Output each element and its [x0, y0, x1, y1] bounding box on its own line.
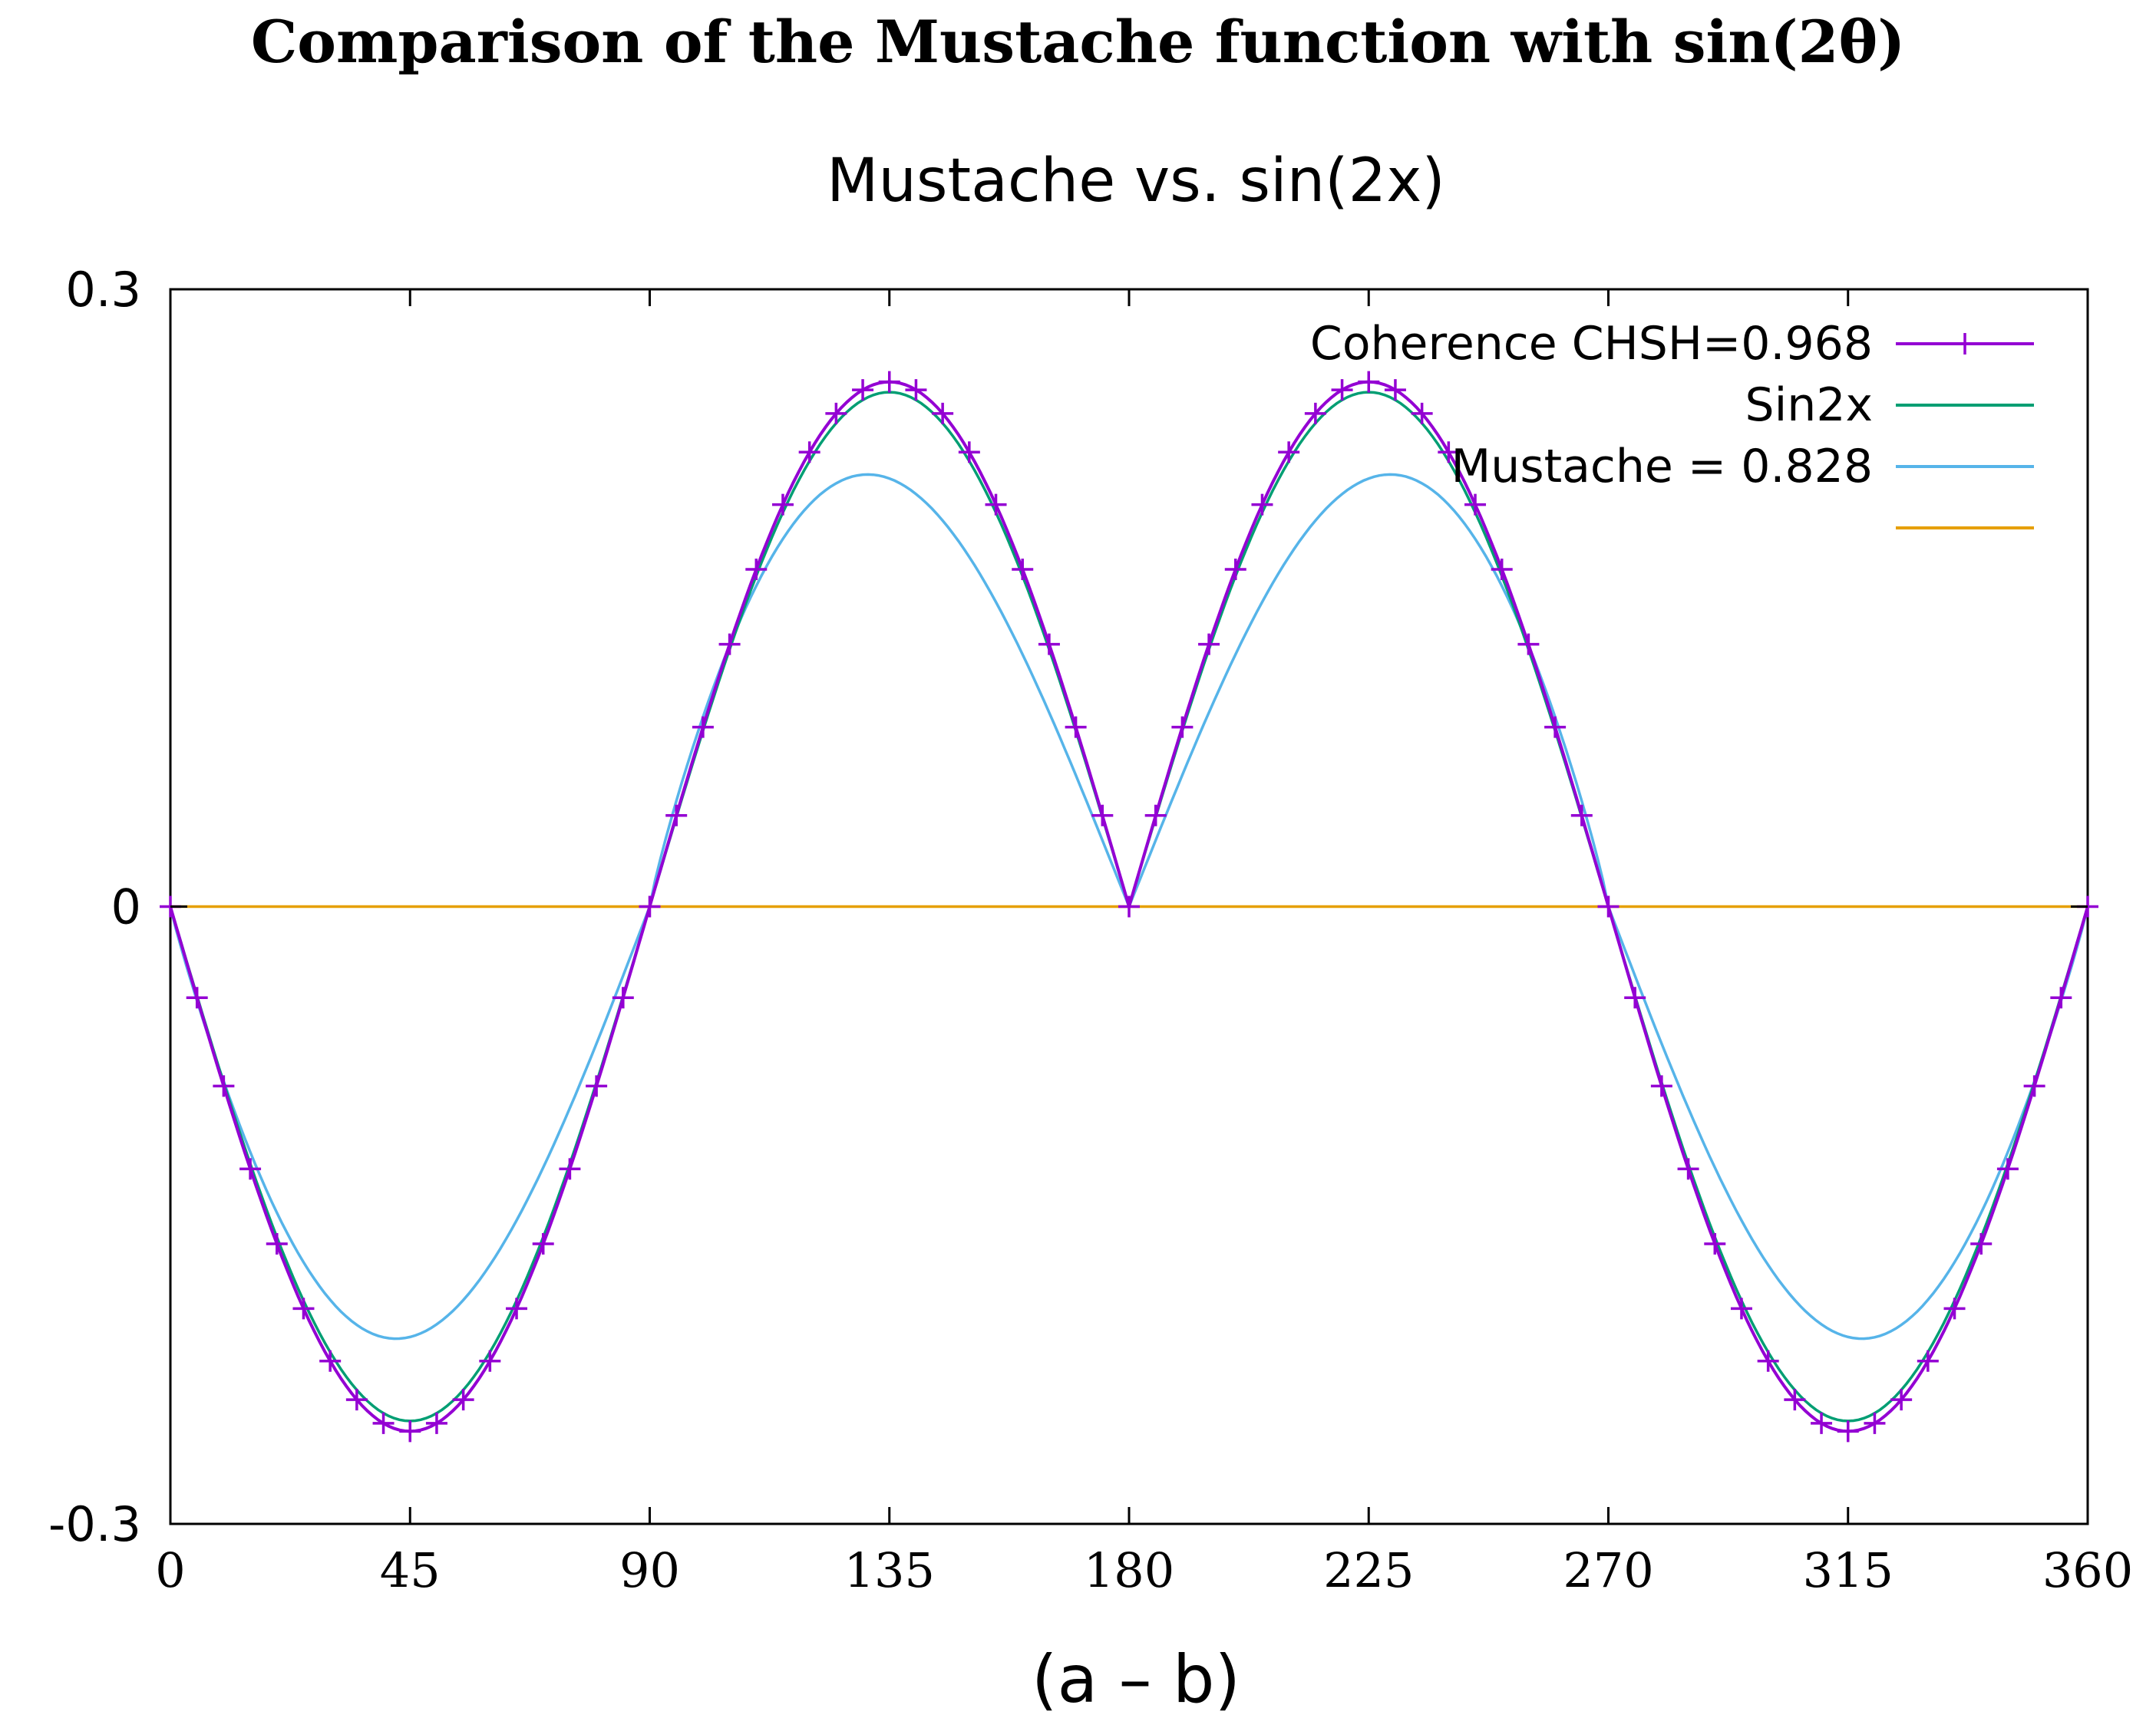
x-tick-label: 0: [155, 1542, 185, 1598]
legend-marker: [1954, 333, 1976, 355]
data-point-marker: [1864, 1412, 1886, 1434]
data-point-marker: [718, 633, 741, 655]
data-point-marker: [1091, 804, 1114, 826]
data-point-marker: [1171, 716, 1194, 738]
data-point-marker: [1890, 1389, 1913, 1411]
data-point-marker: [1331, 379, 1353, 401]
data-point-marker: [1358, 371, 1380, 393]
data-point-marker: [292, 1298, 315, 1320]
data-point-marker: [1411, 402, 1433, 424]
data-point-marker: [1065, 716, 1087, 738]
x-axis-label: (a – b): [1032, 1641, 1240, 1718]
legend-label-0: Coherence CHSH=0.968: [1310, 317, 1873, 371]
data-point-marker: [825, 402, 847, 424]
x-tick-label: 90: [619, 1542, 680, 1598]
data-point-marker: [1570, 804, 1593, 826]
data-point-marker: [665, 804, 688, 826]
data-point-marker: [1704, 1233, 1726, 1255]
data-point-marker: [1438, 441, 1460, 463]
data-point-marker: [1730, 1298, 1752, 1320]
data-point-marker: [266, 1233, 288, 1255]
chart-title: Mustache vs. sin(2x): [827, 147, 1445, 216]
data-point-marker: [905, 379, 927, 401]
data-point-marker: [1996, 1158, 2019, 1180]
data-point-marker: [1757, 1350, 1779, 1372]
x-tick-label: 270: [1563, 1542, 1653, 1598]
data-point-marker: [345, 1389, 368, 1411]
data-point-marker: [745, 558, 768, 580]
data-point-marker: [692, 716, 714, 738]
data-point-marker: [186, 987, 208, 1009]
data-point-marker: [1624, 987, 1646, 1009]
data-point-marker: [1517, 633, 1540, 655]
data-point-marker: [1811, 1412, 1833, 1434]
data-point-marker: [1677, 1158, 1699, 1180]
data-point-marker: [213, 1075, 235, 1097]
series-layer: [160, 371, 2098, 1443]
legend-label-2: Mustache = 0.828: [1451, 440, 1873, 493]
x-tick-label: 360: [2042, 1542, 2133, 1598]
axis-layer: 0 45 90 135 180 225 270 315 360-0.300.3: [48, 262, 2133, 1598]
data-point-marker: [1650, 1075, 1672, 1097]
data-point-marker: [1278, 441, 1300, 463]
x-tick-label: 45: [380, 1542, 441, 1598]
data-point-marker: [1917, 1350, 1939, 1372]
data-point-marker: [798, 441, 820, 463]
data-point-marker: [852, 379, 874, 401]
data-point-marker: [1970, 1233, 1993, 1255]
data-point-marker: [399, 1420, 421, 1443]
x-tick-label: 135: [844, 1542, 935, 1598]
data-point-marker: [532, 1233, 554, 1255]
legend-label-1: Sin2x: [1745, 378, 1873, 432]
legend: Coherence CHSH=0.968 Sin2x Mustache = 0.82…: [1310, 317, 2034, 529]
data-point-marker: [2023, 1075, 2045, 1097]
data-point-marker: [1491, 558, 1513, 580]
data-point-marker: [559, 1158, 581, 1180]
y-tick-label: 0.3: [65, 262, 141, 318]
figure-caption: Comparison of the Mustache function with…: [250, 8, 1906, 76]
data-point-marker: [1251, 493, 1273, 516]
data-point-marker: [372, 1412, 395, 1434]
data-point-marker: [452, 1389, 474, 1411]
data-point-marker: [958, 441, 980, 463]
data-point-marker: [1837, 1420, 1859, 1443]
data-point-marker: [479, 1350, 501, 1372]
data-point-marker: [2050, 987, 2072, 1009]
data-point-marker: [1304, 402, 1326, 424]
data-point-marker: [985, 493, 1007, 516]
data-point-marker: [1198, 633, 1220, 655]
data-point-marker: [586, 1075, 608, 1097]
data-point-marker: [239, 1158, 262, 1180]
data-point-marker: [1597, 895, 1619, 918]
data-point-marker: [932, 402, 954, 424]
data-point-marker: [1464, 493, 1487, 516]
data-point-marker: [425, 1412, 447, 1434]
data-point-marker: [1038, 633, 1060, 655]
data-point-marker: [1224, 558, 1246, 580]
y-tick-label: -0.3: [48, 1496, 141, 1552]
data-point-marker: [639, 895, 661, 918]
data-point-marker: [1118, 895, 1140, 918]
data-point-marker: [319, 1350, 342, 1372]
x-tick-label: 315: [1803, 1542, 1894, 1598]
data-point-marker: [1384, 379, 1406, 401]
data-point-marker: [506, 1298, 528, 1320]
data-point-marker: [1943, 1298, 1966, 1320]
data-point-marker: [1544, 716, 1567, 738]
x-tick-label: 225: [1323, 1542, 1414, 1598]
x-tick-label: 180: [1084, 1542, 1174, 1598]
data-point-marker: [612, 987, 634, 1009]
data-point-marker: [771, 493, 794, 516]
data-point-marker: [1784, 1389, 1806, 1411]
data-point-marker: [878, 371, 900, 393]
data-point-marker: [1144, 804, 1167, 826]
y-tick-label: 0: [111, 879, 141, 935]
data-point-marker: [1012, 558, 1034, 580]
